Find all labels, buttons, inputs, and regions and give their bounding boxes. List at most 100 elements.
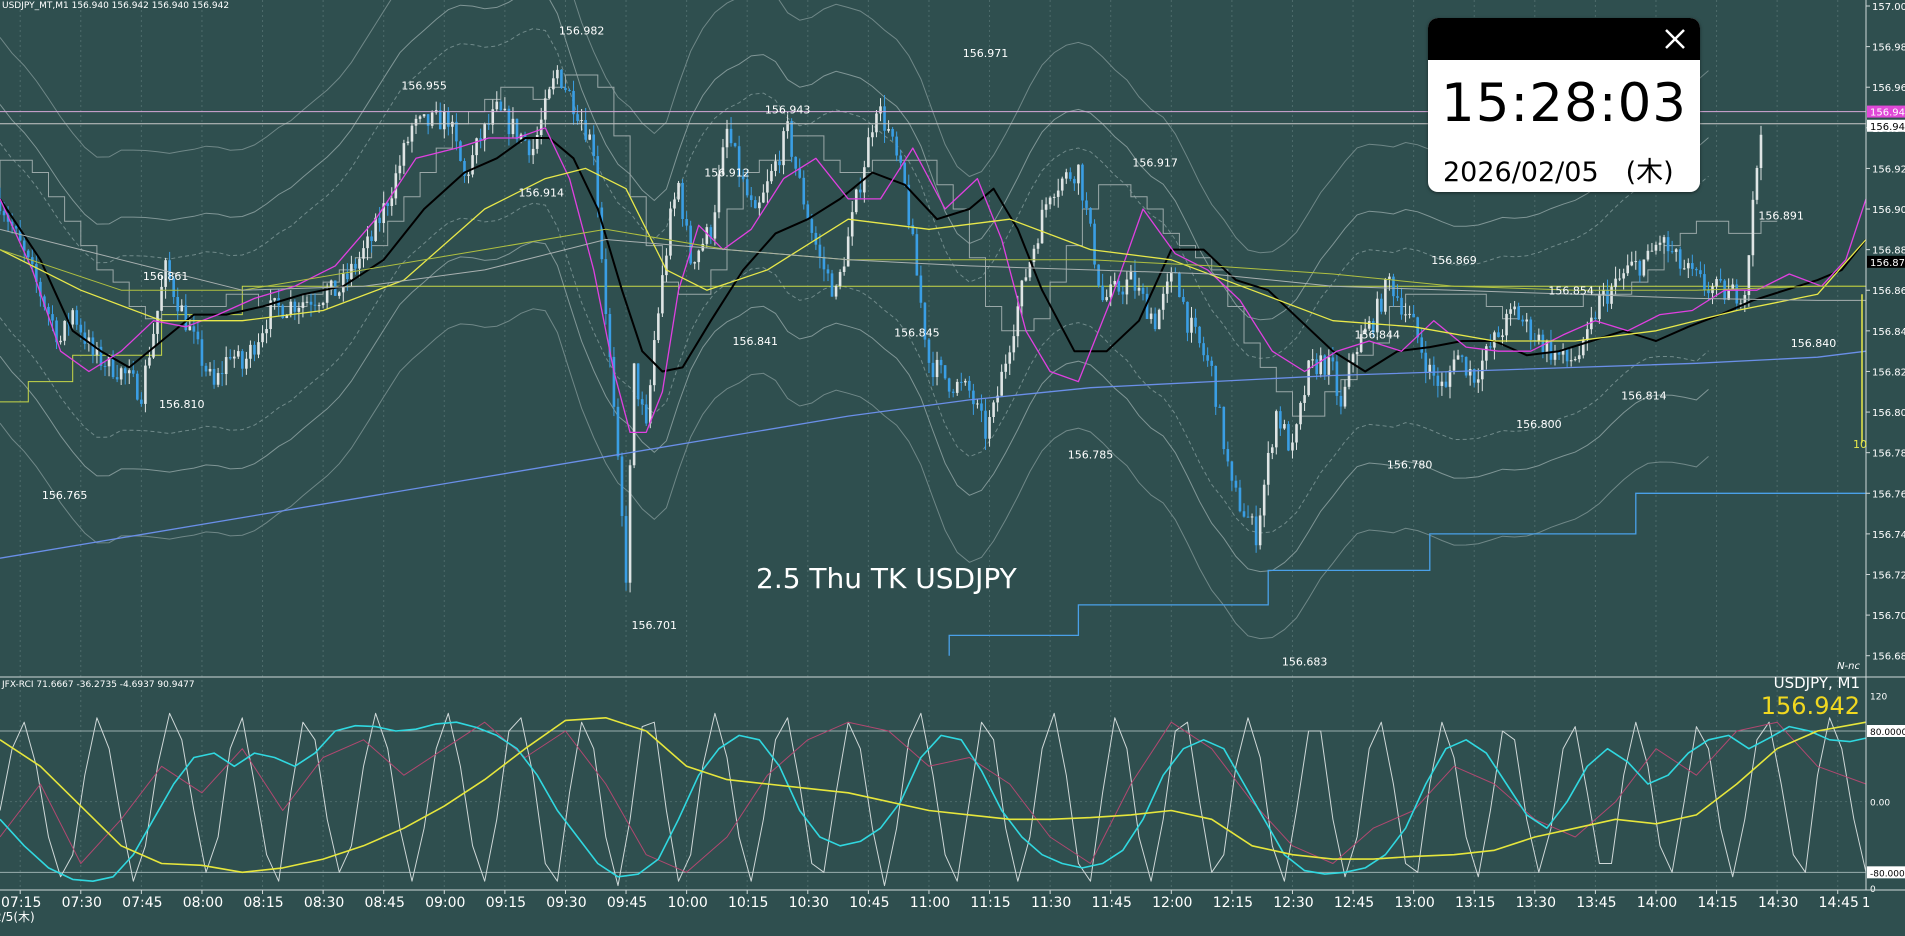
candle-body [220, 373, 224, 375]
candle-body [564, 87, 567, 91]
low-label: 156.841 [733, 335, 779, 348]
candle-body [624, 516, 628, 583]
low-label: 156.765 [42, 489, 88, 502]
candle-body [309, 301, 313, 305]
candle-body [111, 355, 115, 378]
candle-body [895, 136, 898, 156]
clock-widget: 15:28:03 2026/02/05 (木) [1428, 18, 1700, 192]
candle-body [503, 108, 507, 111]
candle-body [1682, 268, 1686, 270]
candle-body [818, 244, 822, 257]
candle-body [1618, 278, 1621, 280]
candle-body [1674, 249, 1678, 252]
candle-body [131, 370, 135, 374]
candle-body [1311, 359, 1314, 361]
candle-body [996, 395, 999, 403]
candle-body [144, 365, 147, 404]
price-label-box [1867, 105, 1905, 118]
candle-body [115, 377, 119, 380]
candle-body [1630, 261, 1634, 266]
candle-body [1319, 355, 1323, 375]
price-label-box [1867, 119, 1905, 132]
candle-body [1254, 516, 1258, 546]
candle-body [1093, 223, 1096, 265]
time-tick-label: 10:30 [789, 895, 829, 911]
candle-body [1040, 209, 1044, 244]
candle-body [1509, 309, 1512, 314]
candle-body [398, 165, 402, 174]
time-tick-label: 08:45 [365, 895, 405, 911]
support-step-line [948, 492, 1866, 656]
candle-body [1703, 274, 1706, 290]
candle-body [370, 236, 373, 241]
candle-body [79, 324, 83, 333]
candle-body [1008, 352, 1012, 364]
candle-body [459, 141, 462, 161]
candle-body [14, 225, 18, 229]
candle-body [1129, 271, 1133, 280]
candle-body [418, 116, 422, 119]
candle-body [1367, 321, 1371, 329]
candle-body [1250, 516, 1254, 518]
candle-body [543, 98, 547, 120]
low-label: 156.701 [632, 619, 678, 632]
envelope-band [0, 241, 1709, 573]
candle-body [1335, 361, 1339, 396]
low-label: 156.810 [159, 398, 205, 411]
candle-body [1456, 355, 1460, 360]
candle-body [281, 305, 285, 319]
price-tick-label: 156.880 [1872, 246, 1905, 257]
candle-body [479, 138, 482, 141]
candle-body [782, 131, 785, 166]
candle-body [463, 160, 466, 176]
candle-body [1565, 348, 1569, 362]
candle-body [584, 120, 587, 140]
candle-body [838, 271, 842, 287]
candle-body [673, 199, 676, 209]
candle-body [588, 134, 591, 140]
watermark: 2.5 Thu TK USDJPY [756, 562, 1018, 595]
low-label: 156.844 [1355, 329, 1401, 342]
candle-body [317, 305, 321, 307]
candle-body [527, 140, 531, 156]
rci-level-label: 80.0000 [1870, 728, 1905, 738]
candle-body [762, 192, 765, 203]
candle-body [265, 329, 268, 334]
candle-body [1759, 134, 1763, 168]
candle-body [883, 106, 886, 131]
candle-body [1287, 424, 1290, 451]
candle-body [1218, 406, 1222, 408]
candle-body [1283, 424, 1286, 429]
candle-body [1517, 306, 1520, 320]
candle-body [1678, 249, 1682, 269]
time-tick-label: 11:45 [1092, 895, 1132, 911]
candle-body [1291, 442, 1294, 451]
candle-body [1525, 319, 1529, 322]
candle-body [236, 351, 240, 357]
candle-body [1428, 364, 1432, 373]
candle-body [1101, 285, 1104, 301]
candle-body [337, 292, 341, 296]
candle-body [172, 278, 175, 297]
candle-body [1153, 313, 1157, 330]
candle-body [103, 365, 107, 367]
ma-magenta-line [0, 127, 1867, 434]
close-icon[interactable] [1660, 24, 1690, 54]
candle-body [850, 212, 854, 237]
low-label: 156.800 [1516, 418, 1562, 431]
time-tick-label: 08:00 [183, 895, 223, 911]
candle-body [531, 148, 535, 156]
candle-body [224, 357, 228, 375]
candle-body [1069, 172, 1072, 179]
price-tick-label: 156.900 [1872, 205, 1905, 216]
candle-body [689, 225, 692, 264]
candle-body [160, 286, 163, 311]
candle-body [426, 114, 430, 126]
candle-body [786, 121, 789, 132]
candle-body [119, 368, 123, 380]
candle-body [1161, 293, 1165, 310]
candle-body [390, 198, 394, 207]
candle-body [1355, 351, 1359, 355]
candle-body [794, 156, 797, 169]
